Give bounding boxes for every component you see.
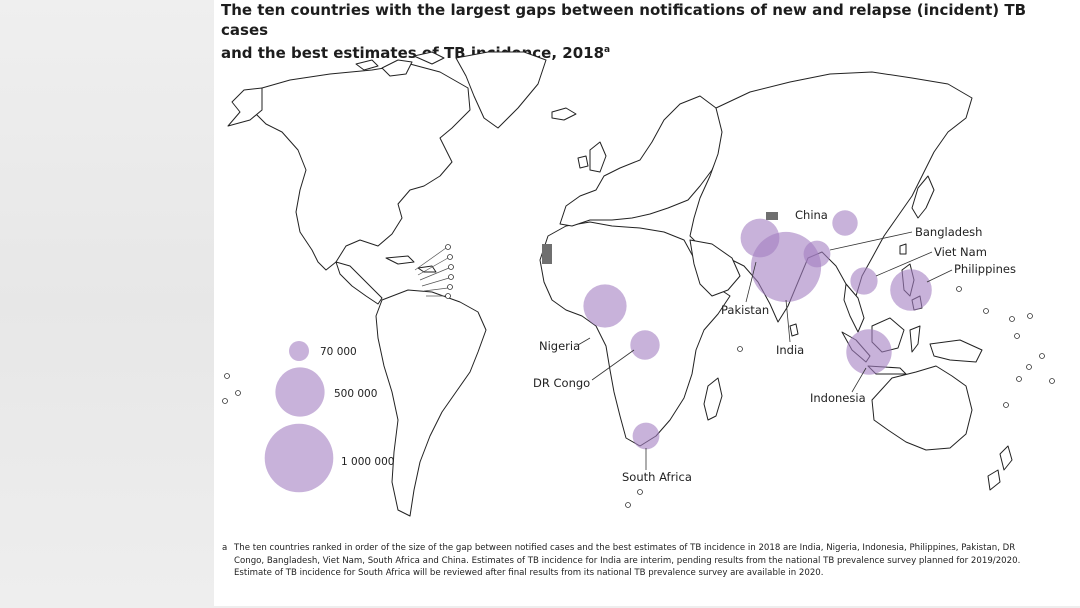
leader-line-pakistan xyxy=(745,261,757,303)
western-sahara-shade xyxy=(542,244,552,264)
bubble-pakistan xyxy=(740,218,780,258)
bubble-indonesia xyxy=(846,329,892,375)
new-zealand-landmass xyxy=(999,445,1013,471)
label-south-africa: South Africa xyxy=(622,470,692,484)
size-legend: 70 000 500 000 1 000 000 xyxy=(264,341,394,493)
label-viet-nam: Viet Nam xyxy=(934,245,987,259)
label-china: China xyxy=(795,208,828,222)
japan-landmass xyxy=(911,175,935,219)
legend-label-1000000: 1 000 000 xyxy=(341,456,394,468)
jammu-kashmir-shade xyxy=(766,212,778,220)
label-nigeria: Nigeria xyxy=(539,339,580,353)
legend-label-70000: 70 000 xyxy=(320,346,357,358)
label-leader-lines xyxy=(577,231,953,470)
leader-line-bangladesh xyxy=(829,231,913,251)
leader-line-indonesia xyxy=(851,367,867,393)
alaska-landmass xyxy=(227,87,263,127)
legend-bubble-500000 xyxy=(275,367,325,417)
leader-line-philippines xyxy=(926,269,953,283)
title-line-1: The ten countries with the largest gaps … xyxy=(221,1,1027,39)
leader-line-dr-congo xyxy=(591,349,635,381)
southeast-asia-peninsula xyxy=(843,283,865,333)
bubble-dr-congo xyxy=(630,330,660,360)
bubble-nigeria xyxy=(583,284,627,328)
label-bangladesh: Bangladesh xyxy=(915,225,982,239)
label-pakistan: Pakistan xyxy=(721,303,769,317)
leader-line-viet-nam xyxy=(875,251,933,277)
legend-bubble-1000000 xyxy=(264,423,334,493)
bubble-viet-nam xyxy=(850,267,878,295)
sulawesi-island xyxy=(909,325,921,353)
small-island-markers xyxy=(222,244,1055,508)
bubble-south-africa xyxy=(632,422,660,450)
footnote: a The ten countries ranked in order of t… xyxy=(222,542,1042,580)
taiwan xyxy=(899,243,907,255)
leader-line-india xyxy=(785,299,791,343)
title-footnote-mark: a xyxy=(604,45,611,55)
iceland-landmass xyxy=(551,107,577,121)
label-philippines: Philippines xyxy=(954,262,1016,276)
south-america-landmass xyxy=(375,289,487,517)
new-guinea-island xyxy=(929,339,983,363)
sri-lanka xyxy=(789,323,799,337)
central-america-landmass xyxy=(335,261,383,305)
madagascar-landmass xyxy=(703,377,723,421)
uk-ireland-landmass xyxy=(589,141,607,173)
australia-landmass xyxy=(871,365,973,451)
footnote-mark: a xyxy=(222,543,228,553)
arabian-peninsula xyxy=(689,239,741,297)
label-india: India xyxy=(776,343,804,357)
country-bubbles xyxy=(583,210,932,450)
left-background-panel xyxy=(0,0,214,608)
footnote-text: The ten countries ranked in order of the… xyxy=(234,543,1021,579)
north-america-landmass xyxy=(253,63,471,271)
bubble-philippines xyxy=(890,269,932,311)
bubble-bangladesh xyxy=(803,240,831,268)
legend-bubble-70000 xyxy=(289,341,309,361)
disputed-territories xyxy=(542,212,778,264)
africa-landmass xyxy=(539,221,731,447)
bubble-china xyxy=(832,210,858,236)
greenland-landmass xyxy=(455,51,547,129)
leader-line-nigeria xyxy=(577,337,591,346)
arctic-islands xyxy=(381,59,413,77)
country-labels: India Nigeria Indonesia Philippines Pakistan… xyxy=(533,208,1016,484)
label-dr-congo: DR Congo xyxy=(533,376,590,390)
caribbean-leader-lines xyxy=(414,247,450,297)
label-indonesia: Indonesia xyxy=(810,391,866,405)
legend-label-500000: 500 000 xyxy=(334,388,377,400)
